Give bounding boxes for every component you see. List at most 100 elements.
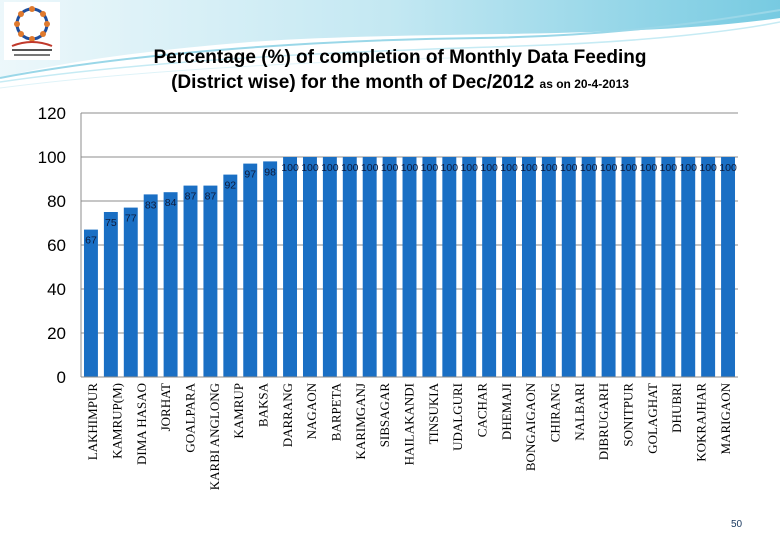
data-label: 98 (264, 166, 276, 178)
x-tick-label: BONGAIGAON (523, 382, 538, 471)
x-tick-label: GOALPARA (183, 382, 198, 452)
bar (581, 157, 596, 377)
data-label: 100 (441, 162, 459, 174)
bar (103, 212, 118, 377)
bar (243, 163, 258, 377)
data-label: 100 (281, 162, 299, 174)
x-tick-label: MARIGAON (718, 382, 733, 454)
bar (223, 174, 238, 377)
bar (183, 185, 198, 377)
bar (561, 157, 576, 377)
bar (502, 157, 517, 377)
bar (362, 157, 377, 377)
x-tick-label: BAKSA (256, 382, 271, 427)
data-label: 100 (401, 162, 419, 174)
bar (143, 194, 158, 377)
data-label: 84 (165, 197, 177, 209)
x-tick-label: CACHAR (475, 383, 490, 438)
x-tick-label: DHEMAJI (499, 383, 514, 440)
bars (83, 157, 736, 377)
x-tick-label: JORHAT (158, 383, 173, 431)
slide-title-line2: (District wise) for the month of Dec/201… (60, 72, 740, 94)
bar (123, 207, 138, 377)
x-tick-label: DIBRUGARH (596, 383, 611, 460)
x-tick-label: TINSUKIA (426, 382, 441, 444)
title-text-2: (District wise) for the month of Dec/201… (171, 72, 535, 93)
bar (203, 185, 218, 377)
data-label: 100 (560, 162, 578, 174)
data-label: 100 (620, 162, 638, 174)
data-label: 100 (660, 162, 678, 174)
data-label: 100 (381, 162, 399, 174)
data-label: 67 (85, 235, 97, 247)
data-label: 83 (145, 199, 157, 211)
data-label: 75 (105, 217, 117, 229)
bar (283, 157, 298, 377)
data-label: 100 (679, 162, 697, 174)
data-label: 100 (520, 162, 538, 174)
bar (322, 157, 337, 377)
y-tick-label: 100 (38, 148, 66, 167)
bar (442, 157, 457, 377)
x-tick-label: NALBARI (572, 383, 587, 441)
x-tick-label: SONITPUR (621, 383, 636, 447)
y-tick-label: 60 (47, 236, 66, 255)
data-label: 87 (185, 191, 197, 203)
data-label: 100 (640, 162, 658, 174)
x-tick-label: KAMRUP(M) (110, 383, 125, 459)
bar (641, 157, 656, 377)
bar (521, 157, 536, 377)
y-tick-label: 120 (38, 104, 66, 123)
bar (422, 157, 437, 377)
x-tick-label: UDALGURI (450, 383, 465, 451)
data-label: 100 (480, 162, 498, 174)
bar (541, 157, 556, 377)
data-label: 92 (224, 180, 236, 192)
x-tick-label: SIBSAGAR (377, 383, 392, 448)
data-label: 77 (125, 213, 137, 225)
y-tick-label: 40 (47, 280, 66, 299)
page-number: 50 (731, 519, 743, 530)
bar (302, 157, 317, 377)
data-label: 97 (244, 169, 256, 181)
data-label: 100 (460, 162, 478, 174)
bar (342, 157, 357, 377)
data-label: 100 (600, 162, 618, 174)
data-label: 100 (580, 162, 598, 174)
x-tick-label: BARPETA (329, 382, 344, 441)
bar (163, 192, 178, 377)
bar (681, 157, 696, 377)
x-tick-label: LAKHIMPUR (85, 383, 100, 461)
x-tick-label: DIMA HASAO (134, 383, 149, 465)
x-tick-label: HAILAKANDI (402, 383, 417, 465)
bar (721, 157, 736, 377)
x-tick-label: GOLAGHAT (645, 383, 660, 454)
title-date-suffix: as on 20-4-2013 (539, 77, 629, 91)
x-tick-label: KAMRUP (231, 383, 246, 439)
data-label: 100 (719, 162, 737, 174)
bar (402, 157, 417, 377)
slide-title-line1: Percentage (%) of completion of Monthly … (60, 47, 740, 69)
x-tick-label: KARBI ANGLONG (207, 383, 222, 490)
x-tick-label: DARRANG (280, 383, 295, 447)
bar (621, 157, 636, 377)
x-axis-tick-labels: LAKHIMPUR KAMRUP(M) DIMA HASAO JORHAT GOALPA… (85, 382, 733, 490)
data-label: 100 (341, 162, 359, 174)
logo-icon (11, 6, 53, 56)
data-label: 100 (421, 162, 439, 174)
bar (83, 229, 98, 377)
bar (661, 157, 676, 377)
data-label: 100 (699, 162, 717, 174)
x-tick-label: NAGAON (304, 382, 319, 439)
x-tick-label: KOKRAJHAR (694, 383, 709, 462)
data-label: 100 (540, 162, 558, 174)
y-tick-label: 80 (47, 192, 66, 211)
y-axis-tick-labels: 0 20 40 60 80 100 120 (38, 104, 66, 387)
mid-day-meal-logo (4, 2, 60, 60)
data-label: 100 (500, 162, 518, 174)
x-tick-label: DHUBRI (669, 383, 684, 433)
bar (382, 157, 397, 377)
y-tick-label: 20 (47, 324, 66, 343)
data-label: 100 (321, 162, 339, 174)
